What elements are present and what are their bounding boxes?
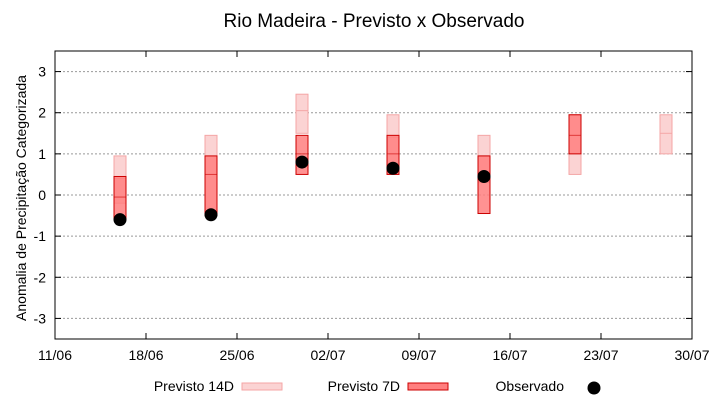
x-tick-label: 18/06 bbox=[128, 347, 163, 363]
x-tick-label: 16/07 bbox=[492, 347, 527, 363]
x-tick-label: 02/07 bbox=[310, 347, 345, 363]
legend: Previsto 14D Previsto 7D Observado bbox=[154, 378, 601, 395]
y-tick-label: 1 bbox=[38, 146, 46, 162]
box-previsto-7d bbox=[204, 155, 218, 217]
legend-marker-observado bbox=[587, 381, 601, 395]
point-observado bbox=[113, 213, 127, 227]
legend-swatch-previsto-14d bbox=[241, 382, 283, 391]
point-observado bbox=[477, 169, 491, 183]
y-tick-label: 0 bbox=[38, 187, 46, 203]
series-observado bbox=[113, 155, 491, 227]
legend-label-previsto-7d: Previsto 7D bbox=[328, 378, 400, 394]
x-tick-label: 09/07 bbox=[401, 347, 436, 363]
x-tick-label: 30/07 bbox=[674, 347, 709, 363]
legend-label-previsto-14d: Previsto 14D bbox=[154, 378, 234, 394]
x-tick-label: 11/06 bbox=[38, 347, 72, 363]
legend-label-observado: Observado bbox=[496, 378, 565, 394]
y-tick-label: 3 bbox=[38, 64, 46, 80]
point-observado bbox=[295, 155, 309, 169]
point-observado bbox=[386, 161, 400, 175]
box-previsto-14d bbox=[659, 114, 673, 155]
y-tick-label: -1 bbox=[34, 228, 47, 244]
y-axis-label: Anomalia de Precipitação Categorizada bbox=[13, 75, 29, 321]
grid-lines bbox=[55, 71, 692, 319]
box-previsto-14d bbox=[295, 93, 309, 134]
y-tick-label: 2 bbox=[38, 105, 46, 121]
box-previsto-7d bbox=[477, 155, 491, 215]
chart-title: Rio Madeira - Previsto x Observado bbox=[224, 11, 525, 32]
x-tick-label: 25/06 bbox=[219, 347, 254, 363]
y-tick-label: -3 bbox=[34, 310, 47, 326]
y-axis: -3 -2 -1 0 1 2 3 bbox=[34, 64, 692, 326]
legend-swatch-previsto-7d bbox=[407, 382, 449, 391]
x-tick-label: 23/07 bbox=[583, 347, 618, 363]
y-tick-label: -2 bbox=[34, 269, 47, 285]
box-previsto-7d bbox=[568, 114, 582, 155]
x-axis: 11/06 18/06 25/06 02/07 09/07 16/07 23/07 30/07 bbox=[38, 51, 710, 363]
series-previsto-7d bbox=[113, 114, 582, 221]
point-observado bbox=[204, 208, 218, 222]
